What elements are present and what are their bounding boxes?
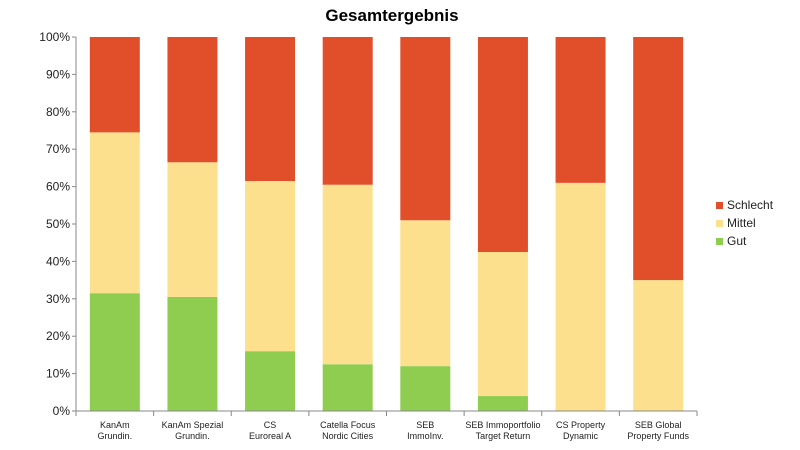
bar-segment-mittel <box>322 184 373 365</box>
bar-segment-gut <box>89 293 140 411</box>
y-tick-label: 30% <box>46 292 70 306</box>
x-tick-label: Euroreal A <box>249 431 291 441</box>
bar-segment-mittel <box>89 132 140 294</box>
y-tick-label: 100% <box>39 30 70 44</box>
bar-segment-mittel <box>555 182 606 411</box>
legend-label-mittel: Mittel <box>727 216 756 230</box>
x-tick-label: CS <box>264 420 277 430</box>
x-tick-label: KanAm <box>100 420 130 430</box>
y-tick-label: 70% <box>46 142 70 156</box>
legend-swatch-mittel <box>716 220 723 227</box>
legend-label-gut: Gut <box>727 234 747 248</box>
x-tick-label: Nordic Cities <box>322 431 374 441</box>
bar-segment-gut <box>322 364 373 411</box>
bar-segment-mittel <box>245 180 296 352</box>
x-tick-label: Grundin. <box>98 431 133 441</box>
bar-segment-mittel <box>633 280 684 411</box>
bar-segment-mittel <box>167 162 218 297</box>
bar-segment-schlecht <box>555 37 606 183</box>
x-tick-label: SEB Global <box>635 420 682 430</box>
x-tick-label: Catella Focus <box>320 420 376 430</box>
y-tick-label: 20% <box>46 329 70 343</box>
bar-segment-gut <box>167 296 218 411</box>
bar-segment-schlecht <box>400 37 451 221</box>
bar-segment-schlecht <box>633 37 684 281</box>
bar-segment-schlecht <box>167 37 218 163</box>
chart-title: Gesamtergebnis <box>325 6 458 25</box>
y-tick-label: 0% <box>53 404 71 418</box>
x-tick-label: Target Return <box>476 431 531 441</box>
legend-swatch-schlecht <box>716 202 723 209</box>
y-tick-label: 80% <box>46 105 70 119</box>
y-tick-label: 10% <box>46 367 70 381</box>
legend-swatch-gut <box>716 238 723 245</box>
bar-segment-schlecht <box>322 37 373 185</box>
bar-segment-gut <box>245 351 296 411</box>
x-tick-label: SEB Immoportfolio <box>465 420 540 430</box>
legend: Schlecht Mittel Gut <box>716 198 774 248</box>
bar-segment-gut <box>477 396 528 411</box>
x-tick-label: Grundin. <box>175 431 210 441</box>
x-tick-label: ImmoInv. <box>407 431 443 441</box>
y-axis: 0% 10% 20% 30% 40% 50% 60% 70% 80% 90% 100% <box>39 30 77 418</box>
x-tick-label: CS Property <box>556 420 606 430</box>
bar-segment-schlecht <box>477 37 528 253</box>
bar-segment-mittel <box>400 220 451 367</box>
bar-segment-schlecht <box>245 37 296 181</box>
x-tick-label: KanAm Spezial <box>162 420 224 430</box>
bars <box>89 37 684 411</box>
y-tick-label: 40% <box>46 254 70 268</box>
bar-segment-mittel <box>477 252 528 397</box>
bar-segment-gut <box>400 366 451 411</box>
legend-label-schlecht: Schlecht <box>727 198 774 212</box>
bar-segment-schlecht <box>89 37 140 133</box>
x-tick-label: SEB <box>416 420 434 430</box>
y-tick-label: 60% <box>46 180 70 194</box>
y-tick-label: 50% <box>46 217 70 231</box>
x-tick-label: Property Funds <box>627 431 689 441</box>
y-tick-label: 90% <box>46 67 70 81</box>
x-tick-label: Dynamic <box>563 431 599 441</box>
